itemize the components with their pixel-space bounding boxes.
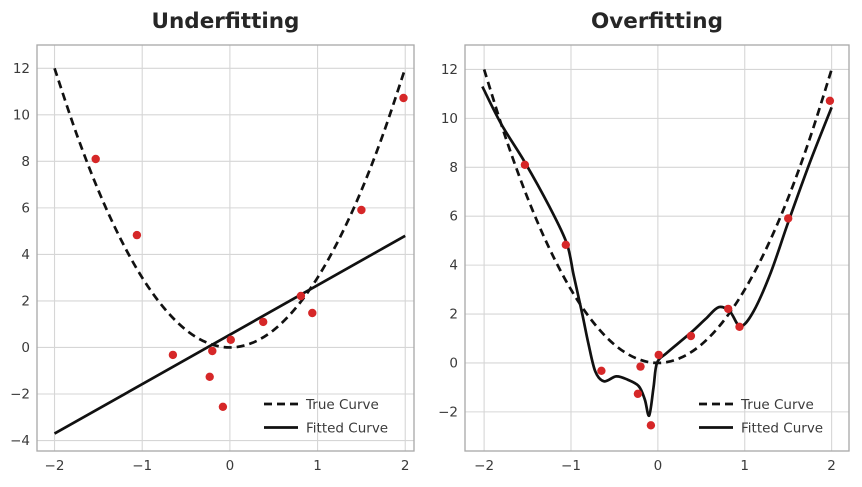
data-point [597,366,606,375]
x-tick-labels: −2 −1 0 1 2 [474,458,836,474]
data-point [308,308,317,318]
x-tick-labels: −2 −1 0 1 2 [45,458,410,474]
data-point [91,154,100,164]
data-point [226,335,235,344]
legend-label: Fitted Curve [306,421,388,437]
data-point [296,291,306,301]
y-tick-label: 4 [21,247,30,263]
x-tick-label: −1 [132,458,152,474]
y-tick-label: 10 [13,107,30,123]
data-point [561,240,570,249]
y-tick-label: 8 [21,154,30,170]
scatter-points [91,93,408,411]
data-point [208,346,217,356]
chart-title: Overfitting [591,9,723,34]
x-tick-label: −2 [45,458,65,474]
x-tick-label: −2 [474,458,494,474]
legend: True Curve Fitted Curve [264,397,388,437]
fitted-curve-path [481,85,833,417]
data-point [646,421,656,430]
y-tick-label: 4 [449,258,458,274]
x-tick-label: 2 [401,458,410,474]
plot-border [36,44,415,452]
fitted-curve-path [53,234,406,435]
legend: True Curve Fitted Curve [699,397,823,437]
data-point [259,317,268,327]
y-tick-label: 0 [21,340,30,356]
x-tick-label: −1 [561,458,581,474]
y-tick-labels: −2 0 2 4 6 8 10 12 [438,62,458,420]
data-point [724,304,733,314]
y-tick-label: 6 [21,200,30,216]
chart-title: Underfitting [152,9,300,34]
y-tick-label: 0 [449,356,458,372]
legend-label: True Curve [305,397,379,413]
data-point [735,322,744,331]
data-point [825,96,835,106]
legend-label: Fitted Curve [741,421,823,437]
data-point [399,93,408,103]
data-point [686,331,696,341]
data-point [132,230,142,240]
x-tick-label: 0 [654,458,663,474]
y-tick-label: 2 [21,293,30,309]
legend-label: True Curve [740,397,814,413]
data-point [218,402,228,411]
true-curve-path [53,67,407,349]
data-point [636,362,645,371]
y-tick-label: −4 [10,433,30,449]
y-tick-label: 6 [449,209,458,225]
y-tick-label: 12 [13,61,30,77]
gridlines [465,45,849,451]
data-point [784,214,793,223]
y-tick-label: 2 [449,307,458,323]
data-point [168,350,178,360]
x-tick-label: 2 [827,458,836,474]
y-tick-label: −2 [438,404,458,420]
scatter-points [520,96,835,430]
y-tick-label: 8 [449,160,458,176]
y-tick-label: −2 [10,387,30,403]
gridlines [37,45,414,451]
data-point [654,350,663,360]
x-tick-label: 1 [740,458,749,474]
data-point [520,160,530,169]
x-tick-label: 1 [313,458,322,474]
plot-border [464,44,850,452]
data-point [205,372,214,381]
x-tick-label: 0 [226,458,235,474]
y-tick-labels: −4 −2 0 2 4 6 8 10 12 [10,61,30,449]
data-point [633,389,643,398]
data-point [357,205,366,215]
y-tick-label: 12 [441,62,458,78]
y-tick-label: 10 [441,111,458,127]
